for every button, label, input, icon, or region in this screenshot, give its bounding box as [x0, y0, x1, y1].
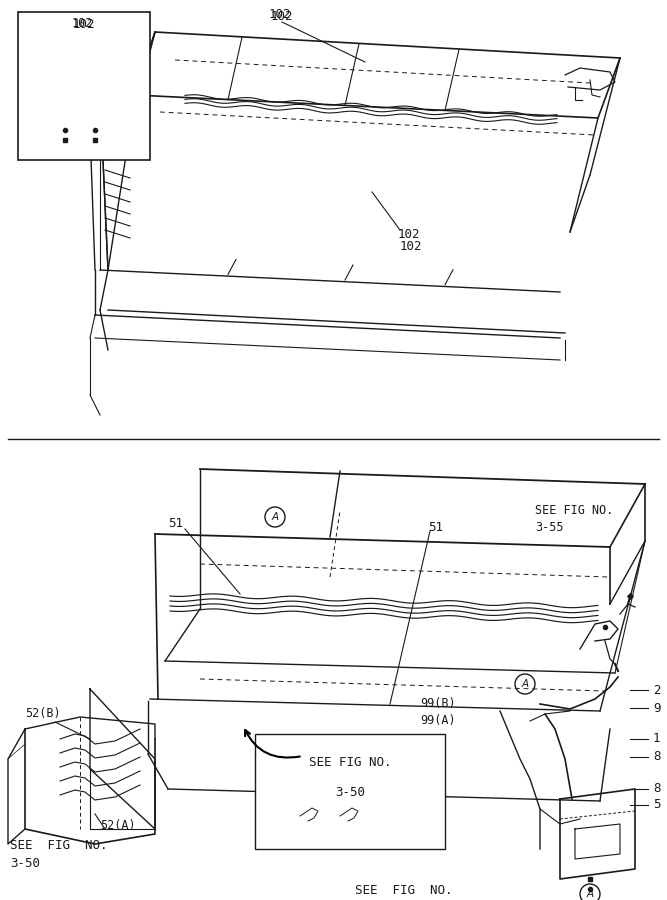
Text: SEE  FIG  NO.: SEE FIG NO.: [355, 884, 452, 897]
Text: 102: 102: [73, 18, 95, 31]
Text: 102: 102: [400, 240, 422, 253]
Text: SEE FIG NO.: SEE FIG NO.: [309, 755, 392, 769]
Bar: [18, 12, 150, 160]
Text: 1: 1: [653, 733, 660, 745]
Bar: [255, 734, 445, 849]
Text: 102: 102: [269, 8, 291, 21]
Text: 102: 102: [398, 228, 420, 241]
Text: 102: 102: [271, 10, 293, 23]
Text: 52(A): 52(A): [100, 819, 135, 832]
Text: 9: 9: [653, 701, 660, 715]
Text: 99(B): 99(B): [420, 697, 456, 710]
Text: 2: 2: [653, 683, 660, 697]
Text: 99(A): 99(A): [420, 714, 456, 727]
Text: SEE  FIG  NO.: SEE FIG NO.: [10, 839, 107, 852]
Text: SEE FIG NO.: SEE FIG NO.: [535, 504, 614, 517]
Text: 8: 8: [653, 782, 660, 796]
Text: A: A: [522, 679, 528, 689]
Text: 8: 8: [653, 751, 660, 763]
Text: 51: 51: [168, 517, 183, 530]
Text: A: A: [271, 512, 279, 522]
Text: 51: 51: [428, 521, 443, 534]
Text: 3-50: 3-50: [335, 786, 365, 798]
Text: A: A: [586, 889, 594, 899]
Text: 3-50: 3-50: [10, 857, 40, 870]
Text: 52(B): 52(B): [25, 707, 61, 720]
Text: 3-55: 3-55: [535, 521, 564, 534]
Text: 102: 102: [71, 17, 93, 30]
Text: 5: 5: [653, 798, 660, 812]
